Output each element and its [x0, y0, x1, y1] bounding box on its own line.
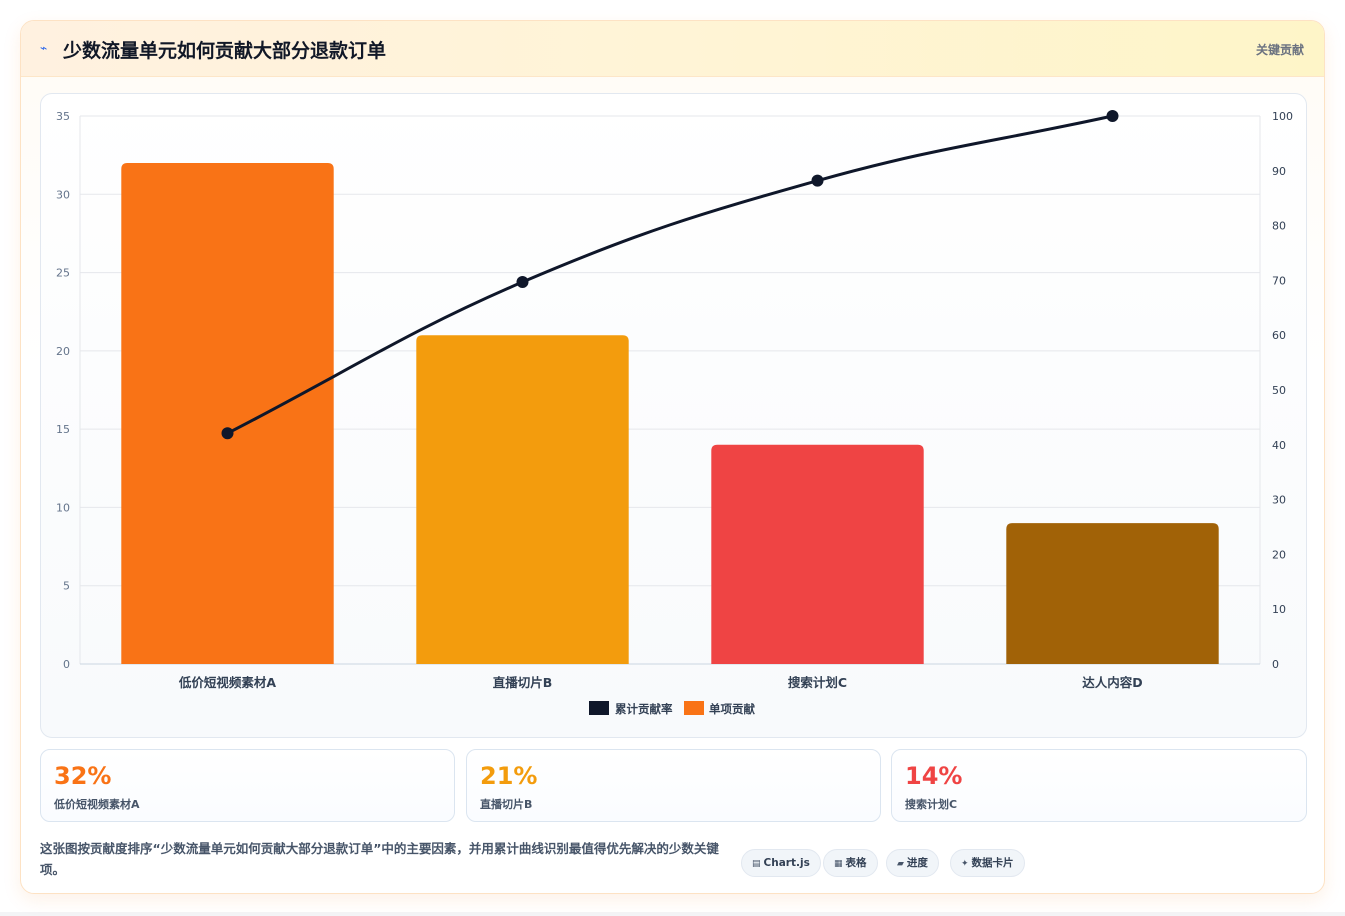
pill-label: 表格 [845, 857, 867, 869]
card-header: ⌁ 少数流量单元如何贡献大部分退款订单 关键贡献 [21, 21, 1324, 77]
y2-tick-label: 80 [1272, 220, 1286, 233]
stat-value: 32% [54, 762, 112, 790]
bar [416, 335, 629, 664]
bar [1006, 523, 1219, 664]
y2-tick-label: 0 [1272, 658, 1279, 671]
y-tick-label: 30 [56, 188, 70, 201]
bar [121, 162, 334, 664]
y2-tick-label: 100 [1272, 110, 1293, 123]
stat-label: 低价短视频素材A [54, 798, 140, 811]
cumulative-point [1106, 110, 1119, 122]
page-title: 少数流量单元如何贡献大部分退款订单 [63, 40, 387, 62]
y-tick-label: 0 [63, 658, 70, 671]
y2-tick-label: 20 [1272, 548, 1286, 561]
y-tick-label: 15 [56, 423, 70, 436]
stat-card: 14% 搜索计划C [891, 749, 1307, 822]
y2-tick-label: 50 [1272, 384, 1286, 397]
chart-container: 0 5 10 15 20 25 30 35 0 10 20 30 40 50 60 70 80 90 100 低价短视… [40, 93, 1307, 738]
legend-swatch-single [684, 701, 704, 715]
table-icon: ▦ [834, 859, 843, 869]
stat-card: 21% 直播切片B [466, 749, 881, 822]
pill-data-cards[interactable]: ✦ 数据卡片 [950, 849, 1025, 877]
stat-value: 21% [480, 762, 538, 790]
pill-table[interactable]: ▦ 表格 [823, 849, 878, 877]
chart-description: 这张图按贡献度排序“少数流量单元如何贡献大部分退款订单”中的主要因素，并用累计曲… [40, 841, 719, 877]
y2-tick-label: 70 [1272, 274, 1286, 287]
y2-tick-label: 10 [1272, 603, 1286, 616]
pill-label: Chart.js [763, 857, 810, 869]
header-tag: 关键贡献 [1255, 43, 1304, 57]
cumulative-point [221, 427, 234, 440]
stat-label: 搜索计划C [905, 798, 958, 811]
y2-tick-label: 40 [1272, 439, 1286, 452]
y-tick-label: 25 [56, 267, 70, 280]
x-tick-label: 低价短视频素材A [178, 675, 277, 690]
legend-label: 累计贡献率 [615, 702, 673, 716]
stat-card: 32% 低价短视频素材A [40, 749, 455, 822]
chart-card: ⌁ 少数流量单元如何贡献大部分退款订单 关键贡献 0 5 10 15 20 25 30 35 0… [20, 20, 1325, 894]
bar [711, 444, 924, 664]
pill-label: 数据卡片 [971, 857, 1014, 869]
y-tick-label: 10 [56, 501, 70, 514]
y2-tick-label: 90 [1272, 165, 1286, 178]
y-tick-label: 5 [63, 580, 70, 593]
y-tick-label: 20 [56, 345, 70, 358]
stat-value: 14% [905, 762, 963, 790]
y2-tick-label: 60 [1272, 329, 1286, 342]
stat-label: 直播切片B [480, 798, 533, 811]
legend-swatch-cumulative [589, 701, 609, 715]
sparkle-icon: ✦ [961, 859, 969, 869]
y2-tick-label: 30 [1272, 494, 1286, 507]
pill-chartjs[interactable]: ▤ Chart.js [741, 849, 821, 877]
cumulative-line [226, 114, 1113, 435]
x-tick-label: 搜索计划C [788, 675, 847, 690]
x-tick-label: 直播切片B [493, 675, 553, 690]
lightning-icon: ⌁ [40, 41, 48, 55]
x-tick-label: 达人内容D [1082, 675, 1142, 690]
chart-icon: ▤ [752, 859, 761, 869]
progress-icon: ▰ [897, 859, 904, 869]
cumulative-point [516, 276, 529, 289]
pill-progress[interactable]: ▰ 进度 [886, 849, 939, 877]
pareto-chart: 0 5 10 15 20 25 30 35 0 10 20 30 40 50 60 70 80 90 100 低价短视… [56, 110, 1293, 716]
cumulative-point [811, 174, 824, 187]
y-tick-label: 35 [56, 110, 70, 123]
legend-label: 单项贡献 [709, 702, 755, 716]
pill-label: 进度 [906, 857, 928, 869]
